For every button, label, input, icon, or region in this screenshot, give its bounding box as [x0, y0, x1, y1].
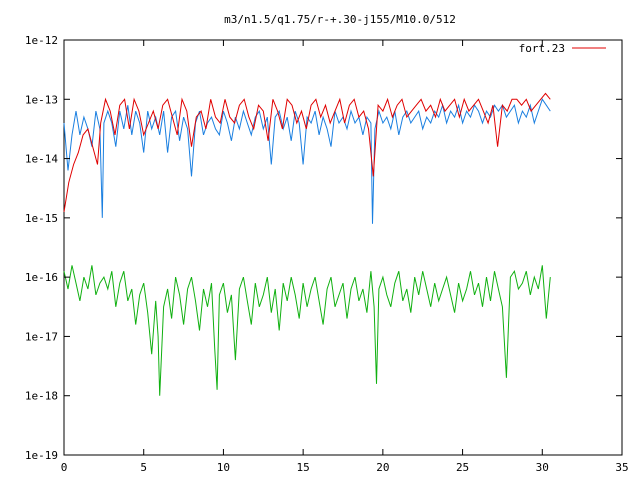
y-tick-label: 1e-13 — [25, 93, 58, 106]
series-line-2 — [63, 98, 551, 224]
y-tick-label: 1e-17 — [25, 330, 58, 343]
chart-title: m3/n1.5/q1.75/r-+.30-j155/M10.0/512 — [224, 13, 456, 26]
x-tick-label: 5 — [140, 461, 147, 474]
x-tick-label: 35 — [615, 461, 628, 474]
y-tick-label: 1e-18 — [25, 390, 58, 403]
y-tick-label: 1e-16 — [25, 271, 58, 284]
plot-frame — [63, 39, 623, 456]
x-tick-label: 0 — [61, 461, 68, 474]
x-tick-label: 15 — [297, 461, 310, 474]
x-tick-label: 20 — [376, 461, 389, 474]
x-tick-label: 30 — [536, 461, 549, 474]
y-tick-label: 1e-19 — [25, 449, 58, 462]
series-line-3 — [63, 265, 551, 396]
y-tick-label: 1e-14 — [25, 153, 58, 166]
legend: fort.23 — [519, 42, 606, 55]
series-lines — [63, 92, 551, 396]
x-tick-label: 25 — [456, 461, 469, 474]
series-line-1 — [63, 92, 551, 212]
x-tick-label: 10 — [217, 461, 230, 474]
legend-label-fort-23: fort.23 — [519, 42, 565, 55]
axis-ticks: 0 5 10 15 20 25 30 35 1e-12 1e-13 1e-14 1e-15 1e-16 1… — [25, 34, 629, 474]
y-tick-label: 1e-12 — [25, 34, 58, 47]
y-tick-label: 1e-15 — [25, 212, 58, 225]
plot-border — [63, 39, 623, 456]
